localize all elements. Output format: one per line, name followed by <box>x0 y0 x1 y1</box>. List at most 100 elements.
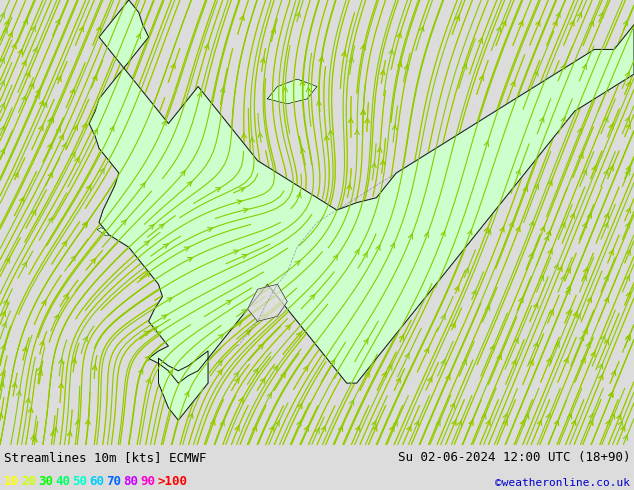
FancyArrowPatch shape <box>413 236 417 242</box>
FancyArrowPatch shape <box>567 285 571 291</box>
Text: 90: 90 <box>140 475 155 488</box>
FancyArrowPatch shape <box>545 236 548 241</box>
FancyArrowPatch shape <box>363 252 367 257</box>
FancyArrowPatch shape <box>548 248 552 254</box>
FancyArrowPatch shape <box>601 335 605 341</box>
FancyArrowPatch shape <box>555 343 559 348</box>
FancyArrowPatch shape <box>451 402 455 408</box>
FancyArrowPatch shape <box>441 231 445 236</box>
FancyArrowPatch shape <box>226 300 231 305</box>
FancyArrowPatch shape <box>1 311 6 317</box>
FancyArrowPatch shape <box>392 125 397 130</box>
Polygon shape <box>130 223 136 227</box>
FancyArrowPatch shape <box>316 100 321 105</box>
FancyArrowPatch shape <box>32 436 37 442</box>
FancyArrowPatch shape <box>247 165 252 171</box>
FancyArrowPatch shape <box>407 425 411 431</box>
FancyArrowPatch shape <box>171 63 175 69</box>
FancyArrowPatch shape <box>42 300 46 305</box>
FancyArrowPatch shape <box>59 382 63 388</box>
FancyArrowPatch shape <box>82 123 86 128</box>
FancyArrowPatch shape <box>390 425 394 431</box>
FancyArrowPatch shape <box>210 224 216 228</box>
FancyArrowPatch shape <box>217 369 223 375</box>
FancyArrowPatch shape <box>415 421 418 426</box>
FancyArrowPatch shape <box>301 79 305 85</box>
FancyArrowPatch shape <box>254 368 258 374</box>
FancyArrowPatch shape <box>149 224 154 229</box>
FancyArrowPatch shape <box>189 413 193 418</box>
FancyArrowPatch shape <box>48 172 53 178</box>
FancyArrowPatch shape <box>0 412 3 418</box>
FancyArrowPatch shape <box>609 391 613 397</box>
FancyArrowPatch shape <box>248 254 253 258</box>
FancyArrowPatch shape <box>349 117 353 122</box>
FancyArrowPatch shape <box>446 374 450 380</box>
FancyArrowPatch shape <box>144 331 150 336</box>
FancyArrowPatch shape <box>6 257 10 263</box>
FancyArrowPatch shape <box>140 146 145 151</box>
FancyArrowPatch shape <box>242 310 247 314</box>
FancyArrowPatch shape <box>609 249 613 255</box>
FancyArrowPatch shape <box>63 294 68 299</box>
FancyArrowPatch shape <box>261 57 265 63</box>
Polygon shape <box>158 351 208 420</box>
FancyArrowPatch shape <box>399 334 404 340</box>
FancyArrowPatch shape <box>519 20 523 26</box>
FancyArrowPatch shape <box>579 335 584 341</box>
FancyArrowPatch shape <box>235 378 240 383</box>
FancyArrowPatch shape <box>573 311 578 317</box>
FancyArrowPatch shape <box>457 421 462 426</box>
FancyArrowPatch shape <box>242 132 246 138</box>
FancyArrowPatch shape <box>32 209 36 215</box>
FancyArrowPatch shape <box>164 191 169 196</box>
FancyArrowPatch shape <box>30 83 34 89</box>
FancyArrowPatch shape <box>529 221 534 227</box>
FancyArrowPatch shape <box>219 197 224 201</box>
FancyArrowPatch shape <box>548 180 552 186</box>
FancyArrowPatch shape <box>74 125 77 131</box>
FancyArrowPatch shape <box>549 75 553 81</box>
FancyArrowPatch shape <box>48 118 52 123</box>
FancyArrowPatch shape <box>218 141 222 147</box>
FancyArrowPatch shape <box>72 358 76 364</box>
FancyArrowPatch shape <box>558 266 562 271</box>
FancyArrowPatch shape <box>389 239 392 245</box>
FancyArrowPatch shape <box>586 343 590 347</box>
FancyArrowPatch shape <box>62 241 67 246</box>
FancyArrowPatch shape <box>452 419 456 425</box>
FancyArrowPatch shape <box>275 421 279 426</box>
FancyArrowPatch shape <box>18 49 22 54</box>
FancyArrowPatch shape <box>611 414 615 419</box>
FancyArrowPatch shape <box>547 357 551 363</box>
FancyArrowPatch shape <box>408 234 413 239</box>
FancyArrowPatch shape <box>164 191 169 196</box>
FancyArrowPatch shape <box>83 221 87 227</box>
FancyArrowPatch shape <box>48 143 52 148</box>
FancyArrowPatch shape <box>184 247 190 251</box>
FancyArrowPatch shape <box>236 321 242 326</box>
FancyArrowPatch shape <box>514 338 518 343</box>
FancyArrowPatch shape <box>625 275 630 281</box>
FancyArrowPatch shape <box>259 343 264 349</box>
FancyArrowPatch shape <box>579 152 583 158</box>
FancyArrowPatch shape <box>20 197 24 202</box>
FancyArrowPatch shape <box>252 425 257 431</box>
FancyArrowPatch shape <box>441 315 445 320</box>
FancyArrowPatch shape <box>283 87 287 92</box>
FancyArrowPatch shape <box>576 314 580 319</box>
FancyArrowPatch shape <box>48 218 53 222</box>
FancyArrowPatch shape <box>29 407 33 413</box>
FancyArrowPatch shape <box>625 117 630 122</box>
FancyArrowPatch shape <box>40 340 44 346</box>
FancyArrowPatch shape <box>116 20 120 26</box>
FancyArrowPatch shape <box>234 372 238 377</box>
FancyArrowPatch shape <box>572 419 576 425</box>
FancyArrowPatch shape <box>99 146 103 151</box>
FancyArrowPatch shape <box>393 421 398 426</box>
FancyArrowPatch shape <box>541 226 545 232</box>
FancyArrowPatch shape <box>361 110 365 115</box>
FancyArrowPatch shape <box>441 360 445 365</box>
FancyArrowPatch shape <box>26 72 30 77</box>
FancyArrowPatch shape <box>16 391 21 395</box>
